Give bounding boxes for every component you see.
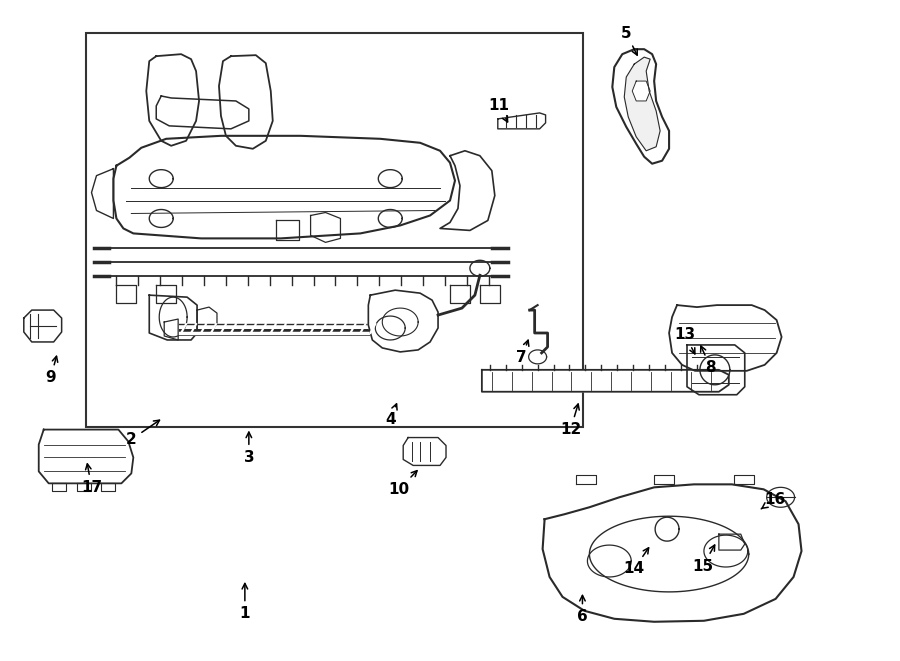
Polygon shape [704, 535, 748, 567]
Polygon shape [382, 308, 418, 336]
Polygon shape [116, 285, 136, 303]
Text: 12: 12 [560, 404, 581, 437]
Text: 10: 10 [389, 471, 417, 497]
Polygon shape [51, 483, 66, 491]
Polygon shape [734, 475, 753, 485]
Polygon shape [719, 534, 745, 550]
Polygon shape [470, 260, 490, 276]
Text: 3: 3 [244, 432, 254, 465]
Polygon shape [403, 438, 446, 465]
Text: 11: 11 [489, 98, 509, 122]
Polygon shape [375, 316, 405, 340]
Polygon shape [157, 285, 176, 303]
Polygon shape [76, 483, 91, 491]
Polygon shape [700, 355, 730, 385]
Polygon shape [632, 81, 650, 101]
Polygon shape [480, 285, 500, 303]
Polygon shape [219, 55, 273, 149]
Polygon shape [498, 113, 545, 129]
Polygon shape [149, 170, 173, 188]
Polygon shape [102, 483, 115, 491]
Text: 15: 15 [692, 545, 715, 574]
Polygon shape [310, 212, 340, 243]
Polygon shape [23, 310, 61, 342]
Text: 7: 7 [517, 340, 529, 366]
Polygon shape [378, 210, 402, 227]
Text: 8: 8 [700, 346, 716, 375]
Polygon shape [440, 151, 495, 231]
Polygon shape [654, 475, 674, 485]
Text: 1: 1 [239, 584, 250, 621]
Polygon shape [149, 210, 173, 227]
Polygon shape [157, 96, 248, 129]
Polygon shape [669, 305, 781, 371]
Polygon shape [588, 545, 631, 577]
Polygon shape [368, 290, 438, 352]
Polygon shape [655, 517, 679, 541]
Polygon shape [197, 307, 217, 333]
Bar [86, 33, 583, 426]
Polygon shape [482, 370, 729, 392]
Polygon shape [687, 345, 745, 395]
Polygon shape [543, 485, 802, 622]
Polygon shape [577, 475, 597, 485]
Polygon shape [113, 136, 455, 239]
Polygon shape [767, 487, 795, 507]
Text: 13: 13 [674, 327, 696, 354]
Polygon shape [275, 221, 299, 241]
Polygon shape [92, 169, 113, 219]
Polygon shape [378, 170, 402, 188]
Text: 6: 6 [577, 596, 588, 624]
Polygon shape [159, 297, 187, 337]
Polygon shape [450, 285, 470, 303]
Text: 5: 5 [621, 26, 637, 55]
Polygon shape [147, 54, 199, 146]
Text: 9: 9 [45, 356, 58, 385]
Polygon shape [164, 319, 178, 340]
Polygon shape [149, 295, 197, 340]
Text: 14: 14 [624, 548, 649, 576]
Polygon shape [612, 49, 669, 164]
Polygon shape [39, 430, 133, 483]
Text: 2: 2 [126, 420, 159, 447]
Text: 17: 17 [81, 464, 102, 495]
Text: 4: 4 [385, 404, 397, 427]
Polygon shape [590, 516, 749, 592]
Polygon shape [625, 57, 660, 151]
Text: 16: 16 [761, 492, 786, 509]
Polygon shape [528, 350, 546, 364]
